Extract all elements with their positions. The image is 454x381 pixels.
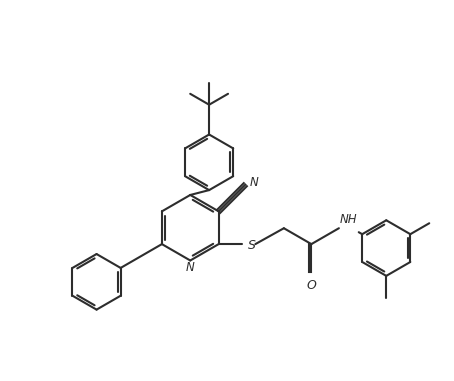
Text: NH: NH	[340, 213, 357, 226]
Text: O: O	[306, 279, 316, 292]
Text: N: N	[249, 176, 258, 189]
Text: S: S	[247, 239, 255, 251]
Text: N: N	[186, 261, 195, 274]
